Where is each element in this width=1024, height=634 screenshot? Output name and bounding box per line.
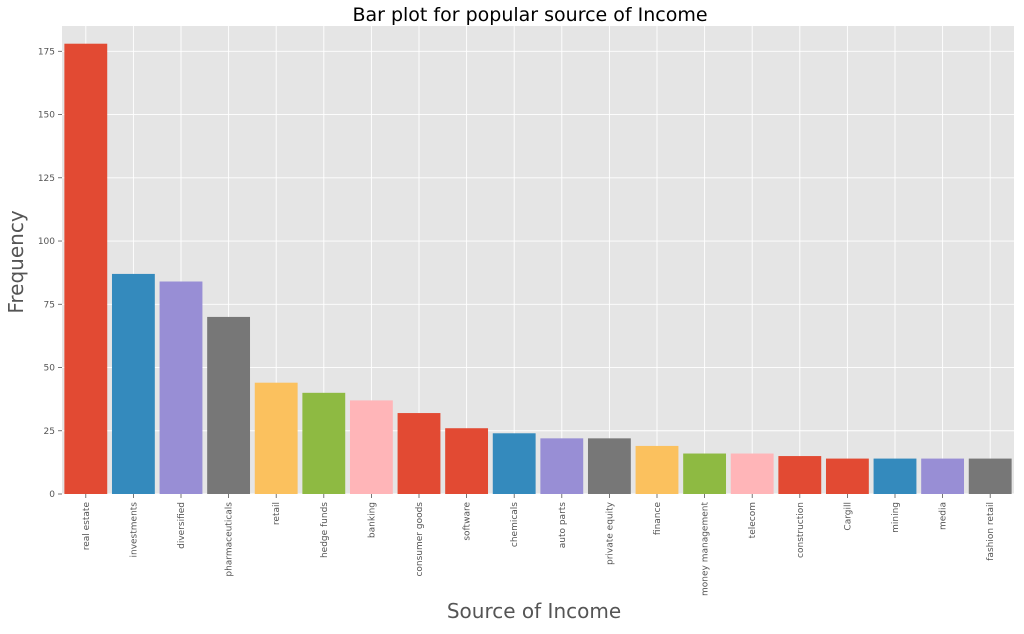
bar-money-management (683, 453, 727, 494)
bar-telecom (730, 453, 774, 494)
bar-pharmaceuticals (207, 316, 251, 494)
x-tick-label: private equity (605, 501, 615, 565)
x-tick-label: fashion retail (986, 502, 996, 561)
x-tick-label: mining (891, 502, 901, 533)
x-tick-label: investments (129, 502, 139, 558)
y-tick-label: 150 (38, 111, 55, 121)
x-tick-label: telecom (748, 502, 758, 538)
bar-consumer-goods (397, 413, 441, 494)
bar-auto-parts (540, 438, 584, 494)
bar-private-equity (587, 438, 631, 494)
bar-construction (778, 456, 822, 494)
bar-chemicals (492, 433, 536, 494)
y-axis-label: Frequency (4, 210, 28, 313)
y-tick-label: 0 (49, 490, 55, 500)
bar-finance (635, 445, 679, 494)
bar-retail (254, 382, 298, 494)
bar-investments (111, 273, 155, 494)
chart-title: Bar plot for popular source of Income (352, 4, 707, 26)
bar-mining (873, 458, 917, 494)
y-tick-label: 125 (38, 174, 55, 184)
x-tick-label: diversified (177, 502, 187, 549)
bar-cargill (825, 458, 869, 494)
bars (64, 43, 1012, 495)
bar-banking (349, 400, 393, 494)
y-tick-label: 75 (44, 300, 55, 310)
x-tick-label: retail (272, 502, 282, 525)
x-tick-label: media (939, 502, 949, 530)
x-tick-label: real estate (82, 502, 92, 551)
y-axis-ticks: 0 25 50 75 100 125 150 175 (38, 47, 62, 500)
bar-diversified (159, 281, 203, 494)
x-axis-ticks: real estate investments diversified pharmac… (82, 494, 996, 596)
bar-software (445, 428, 489, 494)
y-tick-label: 50 (44, 364, 56, 374)
x-tick-label: pharmaceuticals (225, 502, 235, 577)
x-tick-label: hedge funds (320, 502, 330, 558)
bar-hedge-funds (302, 392, 346, 494)
x-tick-label: consumer goods (415, 502, 425, 577)
x-tick-label: software (463, 502, 473, 541)
x-tick-label: money management (701, 502, 711, 596)
bar-fashion-retail (968, 458, 1012, 494)
x-axis-label: Source of Income (447, 599, 621, 623)
x-tick-label: finance (653, 502, 663, 536)
x-tick-label: auto parts (558, 502, 568, 549)
bar-real-estate (64, 43, 108, 495)
plot-background (62, 26, 1014, 494)
y-tick-label: 100 (38, 237, 55, 247)
bar-media (921, 458, 965, 494)
x-tick-label: chemicals (510, 502, 520, 547)
y-tick-label: 175 (38, 47, 55, 57)
y-tick-label: 25 (44, 427, 55, 437)
x-tick-label: construction (796, 502, 806, 558)
x-tick-label: banking (367, 502, 377, 538)
x-tick-label: Cargill (843, 502, 853, 531)
